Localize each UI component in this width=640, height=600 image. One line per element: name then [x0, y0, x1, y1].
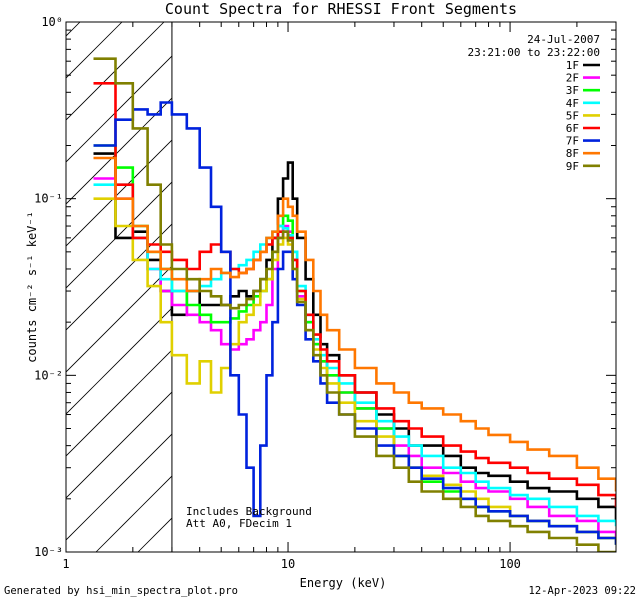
x-tick-label: 100 [499, 557, 521, 571]
legend-label-8F: 8F [566, 147, 579, 160]
legend-label-5F: 5F [566, 109, 579, 122]
legend-label-4F: 4F [566, 97, 579, 110]
plot-frame [65, 21, 617, 553]
legend-label-7F: 7F [566, 135, 579, 148]
x-axis-label: Energy (keV) [300, 576, 387, 590]
legend-label-2F: 2F [566, 72, 579, 85]
y-tick-label: 10⁻³ [34, 545, 63, 559]
y-tick-label: 10⁰ [41, 15, 63, 29]
legend-label-3F: 3F [566, 84, 579, 97]
legend-label-6F: 6F [566, 122, 579, 135]
legend-label-9F: 9F [566, 160, 579, 173]
time-range-label: 23:21:00 to 23:22:00 [468, 46, 600, 59]
y-tick-label: 10⁻¹ [34, 192, 63, 206]
footer-generated-by: Generated by hsi_min_spectra_plot.pro [4, 585, 238, 597]
x-tick-label: 1 [62, 557, 69, 571]
date-label: 24-Jul-2007 [527, 33, 600, 46]
annotation-background: Includes Background [186, 505, 312, 518]
y-axis-label: counts cm⁻² s⁻¹ keV⁻¹ [25, 211, 39, 363]
annotation-attenuator: Att A0, FDecim 1 [186, 517, 292, 530]
legend-label-1F: 1F [566, 59, 579, 72]
y-tick-label: 10⁻² [34, 368, 63, 382]
series-line-9F [93, 57, 616, 552]
x-tick-label: 10 [281, 557, 295, 571]
chart-title: Count Spectra for RHESSI Front Segments [165, 0, 517, 18]
footer-timestamp: 12-Apr-2023 09:22 [529, 585, 636, 597]
